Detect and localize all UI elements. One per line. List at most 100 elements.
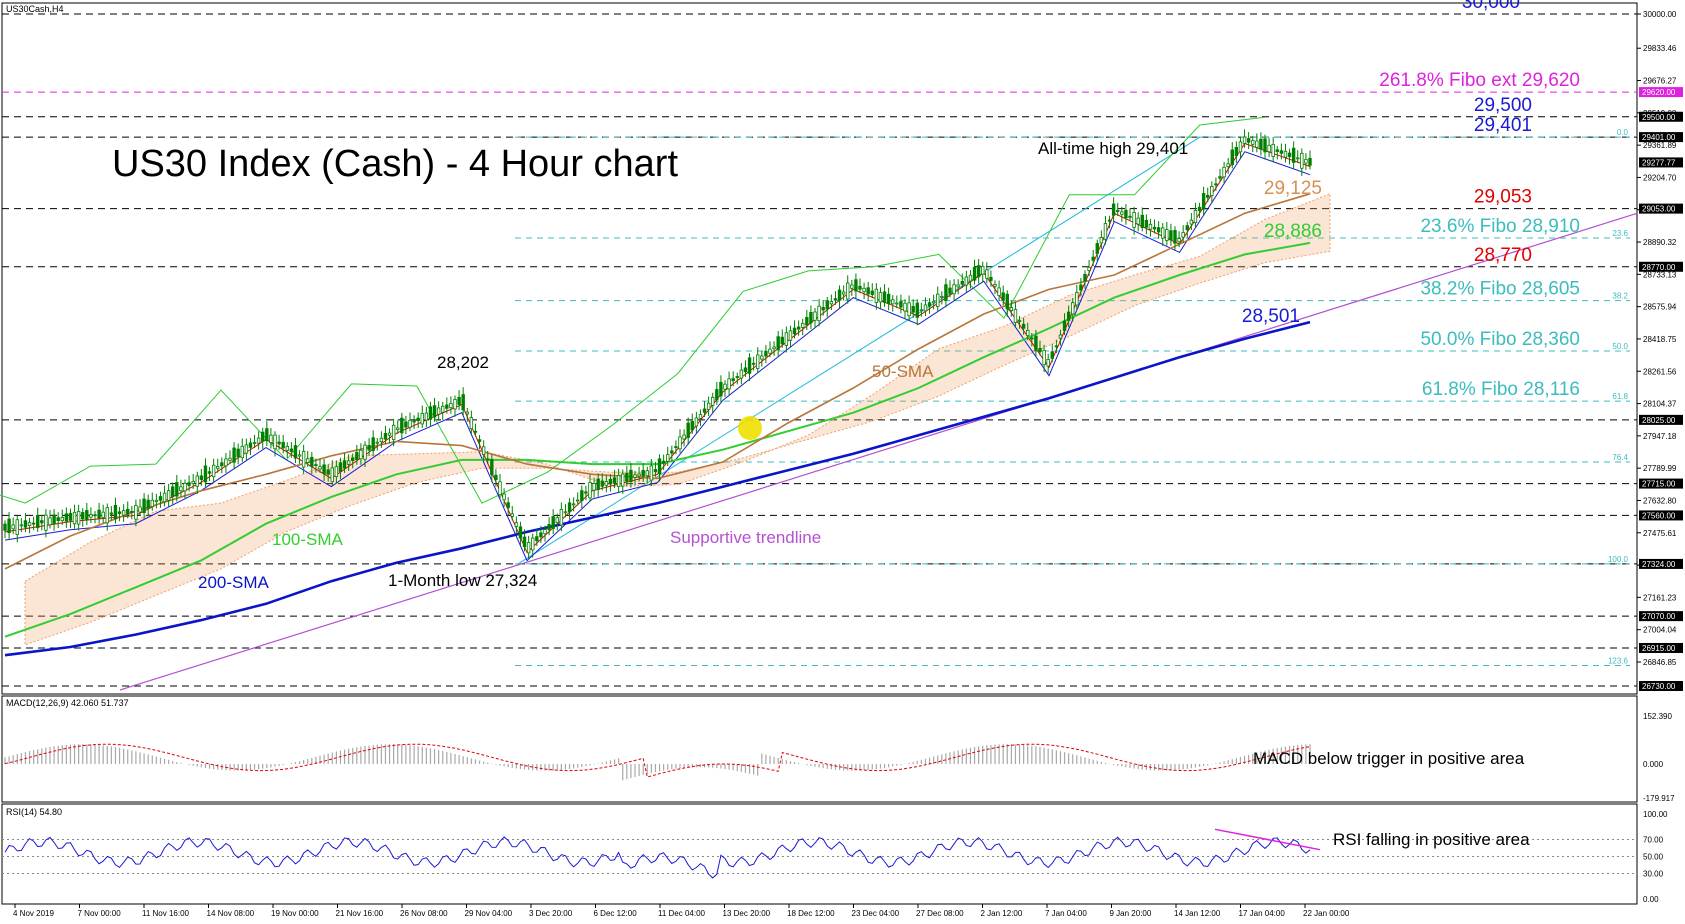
candle-body bbox=[207, 471, 212, 474]
candle-body bbox=[1030, 337, 1034, 340]
candle-body bbox=[465, 411, 469, 415]
candle-body bbox=[600, 480, 604, 487]
candle-body bbox=[1005, 293, 1009, 310]
candle-body bbox=[981, 265, 985, 275]
candle-body bbox=[195, 475, 199, 487]
price-tick-label: 29204.70 bbox=[1643, 173, 1677, 182]
ath-annotation: All-time high 29,401 bbox=[1038, 139, 1188, 158]
candle-body bbox=[375, 441, 379, 444]
candle-body bbox=[7, 518, 11, 534]
candle-body bbox=[445, 404, 449, 409]
candle-body bbox=[457, 396, 461, 405]
level-label: 261.8% Fibo ext 29,620 bbox=[1379, 70, 1580, 91]
candle-body bbox=[117, 511, 122, 514]
candle-body bbox=[1181, 232, 1185, 238]
candle-body bbox=[805, 317, 809, 326]
candle-body bbox=[351, 457, 355, 461]
candle-body bbox=[866, 287, 870, 295]
candle-body bbox=[862, 287, 866, 293]
price-level-value: 29620.00 bbox=[1642, 88, 1676, 97]
candle-body bbox=[441, 405, 445, 413]
price-tick-label: 27947.18 bbox=[1643, 432, 1677, 441]
candle-body bbox=[694, 417, 699, 427]
peak-annotation: 28,202 bbox=[437, 353, 489, 372]
candle-body bbox=[751, 362, 756, 365]
candle-body bbox=[1291, 147, 1296, 163]
candle-body bbox=[326, 469, 330, 475]
candle-body bbox=[1197, 206, 1202, 211]
candle-body bbox=[158, 496, 163, 501]
candle-body bbox=[256, 437, 261, 444]
candle-body bbox=[1136, 217, 1140, 225]
candle-body bbox=[23, 520, 28, 528]
price-level-value: 26915.00 bbox=[1642, 644, 1676, 653]
candle-body bbox=[1075, 292, 1079, 306]
level-label: 30,000 bbox=[1462, 0, 1520, 13]
sma50-line bbox=[4, 193, 1311, 570]
candle-body bbox=[666, 454, 670, 462]
candle-body bbox=[1042, 349, 1046, 366]
candle-body bbox=[420, 413, 424, 425]
fibo-ratio-label: 38.2 bbox=[1612, 292, 1628, 301]
candle-body bbox=[240, 445, 244, 459]
candle-body bbox=[698, 414, 703, 419]
sma100-annotation: 100-SMA bbox=[272, 530, 344, 549]
macd-panel: 152.390 0.000 -179.917 bbox=[4, 712, 1675, 803]
candle-body bbox=[183, 482, 187, 492]
candle-body bbox=[772, 346, 776, 349]
candle-body bbox=[1161, 227, 1165, 239]
price-level-box bbox=[1639, 261, 1683, 272]
candle-body bbox=[383, 433, 388, 440]
candle-body bbox=[1230, 149, 1234, 166]
candle-body bbox=[314, 464, 318, 466]
candle-body bbox=[584, 491, 588, 494]
price-level-box bbox=[1639, 111, 1683, 122]
time-tick-label: 27 Dec 08:00 bbox=[916, 909, 964, 918]
candle-body bbox=[1169, 230, 1173, 241]
candle-body bbox=[817, 305, 821, 322]
price-level-value: 29053.00 bbox=[1642, 205, 1676, 214]
price-level-value: 27324.00 bbox=[1642, 560, 1676, 569]
candle-body bbox=[11, 524, 15, 530]
candle-body bbox=[301, 450, 306, 468]
price-tick-label: 30000.00 bbox=[1643, 10, 1677, 19]
candle-body bbox=[510, 513, 514, 517]
price-level-box bbox=[1639, 132, 1683, 143]
candle-body bbox=[571, 503, 576, 506]
sma100-line bbox=[4, 241, 1311, 638]
candle-body bbox=[19, 524, 24, 527]
candle-body bbox=[1087, 266, 1091, 271]
candle-body bbox=[1095, 243, 1099, 254]
candle-body bbox=[179, 486, 183, 492]
time-tick-label: 3 Dec 20:00 bbox=[529, 909, 573, 918]
candle-body bbox=[379, 437, 384, 443]
candle-body bbox=[1128, 215, 1132, 218]
level-label: 50.0% Fibo 28,360 bbox=[1420, 329, 1580, 350]
price-tick-label: 28104.37 bbox=[1643, 400, 1677, 409]
candle-body bbox=[940, 295, 944, 298]
candle-body bbox=[993, 283, 997, 287]
candle-body bbox=[747, 357, 752, 374]
candle-body bbox=[109, 512, 114, 515]
fibo-ratio-label: 123.6 bbox=[1608, 656, 1629, 665]
macd-tick-label: 0.000 bbox=[1643, 760, 1664, 769]
main-panel-frame bbox=[1, 2, 1638, 695]
candle-body bbox=[1132, 212, 1136, 228]
price-tick-label: 29833.46 bbox=[1643, 44, 1677, 53]
price-tick-label: 27475.61 bbox=[1643, 529, 1677, 538]
candle-body bbox=[657, 458, 662, 475]
candle-body bbox=[93, 514, 97, 517]
candle-body bbox=[310, 456, 314, 467]
candle-body bbox=[1071, 302, 1075, 315]
candle-body bbox=[1210, 186, 1214, 196]
candle-body bbox=[453, 399, 457, 410]
low-annotation: 1-Month low 27,324 bbox=[388, 571, 537, 590]
candle-body bbox=[539, 532, 543, 538]
candle-body bbox=[477, 439, 482, 442]
price-level-box bbox=[1639, 681, 1683, 691]
candle-body bbox=[424, 412, 429, 421]
candle-body bbox=[1083, 273, 1087, 282]
candle-body bbox=[915, 302, 919, 318]
time-tick-label: 2 Jan 12:00 bbox=[981, 909, 1023, 918]
